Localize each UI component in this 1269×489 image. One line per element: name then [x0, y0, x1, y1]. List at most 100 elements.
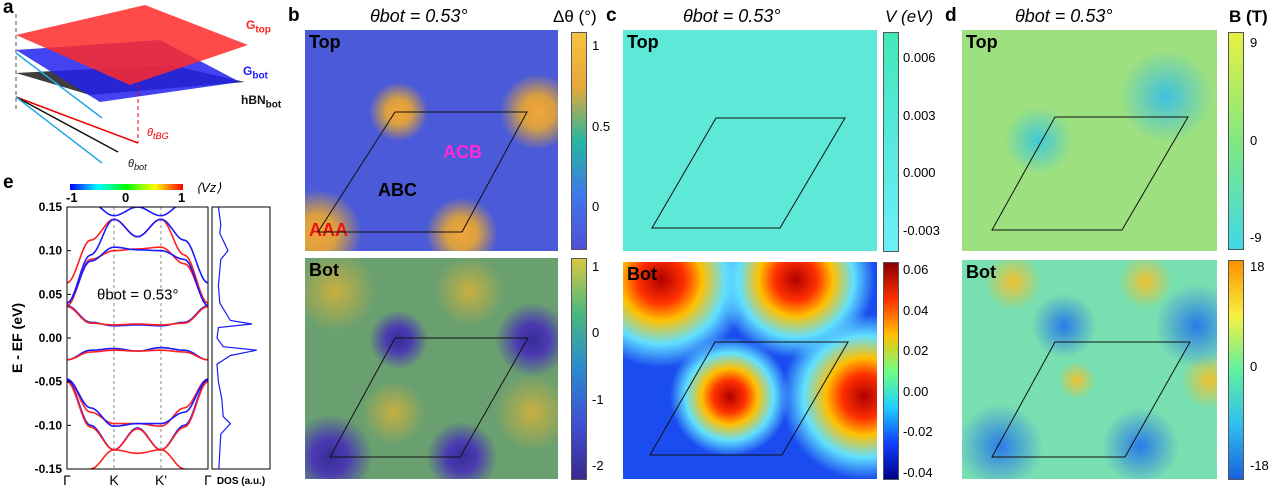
- colorbar-tick: 0.006: [903, 50, 936, 65]
- map-label: Bot: [966, 262, 996, 282]
- panel-c-title: θbot = 0.53°: [683, 6, 781, 26]
- map-label: Top: [966, 32, 998, 52]
- dos-line: [216, 206, 257, 470]
- g-top-label: Gtop: [246, 18, 271, 36]
- colorbar-tick: 0.04: [903, 302, 929, 318]
- panel-e-label: e: [3, 172, 14, 193]
- y-tick-label: 0.05: [39, 287, 63, 301]
- moire-unit-cell: [991, 116, 1189, 231]
- dos-frame: [211, 206, 271, 470]
- band-line: [67, 218, 208, 304]
- layer-schematic: [15, 5, 248, 164]
- colorbar-tick: -9: [1250, 230, 1262, 245]
- colorbar-tick: 0.003: [903, 107, 936, 123]
- band-line: [67, 380, 208, 451]
- colorbar-tick: -0.04: [903, 465, 933, 480]
- colorbar-b-top: [571, 32, 587, 250]
- map-b-bot: Bot: [305, 258, 558, 479]
- gtop-layer: [16, 5, 248, 85]
- dos-axis-label: DOS (a.u.): [217, 476, 265, 487]
- colorbar-tick: 1: [592, 259, 600, 274]
- y-tick-label: -0.15: [35, 462, 63, 476]
- colorbar-tick: 0.02: [903, 343, 929, 359]
- colorbar-tick: 0: [592, 199, 600, 214]
- vz-tick: -1: [66, 190, 78, 205]
- panel-d-title: θbot = 0.53°: [1015, 6, 1113, 26]
- vz-label: ⟨Vz⟩: [196, 180, 222, 195]
- gtop-vector: [15, 96, 139, 144]
- colorbar-tick: 0: [1250, 358, 1258, 374]
- map-label: Bot: [309, 260, 339, 280]
- colorbar-b-bot: [571, 258, 587, 480]
- x-tick-label: K': [155, 472, 167, 488]
- map-c-bot: Bot: [623, 262, 877, 479]
- panel-d-unit: B (T): [1229, 7, 1268, 26]
- band-line: [67, 246, 208, 307]
- band-line: [67, 349, 208, 361]
- colorbar-tick: 9: [1250, 35, 1258, 50]
- y-tick-label: 0.10: [39, 244, 63, 258]
- colorbar-tick: 0: [592, 325, 600, 341]
- panel-b-label: b: [288, 5, 300, 26]
- map-b-top: Top ACB ABC AAA: [305, 30, 558, 251]
- colorbar-tick: -18: [1250, 458, 1269, 473]
- band-line: [67, 378, 208, 428]
- gbot-vector2: [15, 52, 103, 119]
- moire-unit-cell: [329, 337, 529, 458]
- panel-b-title: θbot = 0.53°: [370, 6, 468, 26]
- colorbar-tick: -2: [592, 458, 604, 473]
- map-label: Bot: [627, 264, 657, 284]
- hbn-vector: [15, 96, 119, 153]
- y-tick-label: 0.15: [39, 200, 63, 214]
- moire-unit-cell: [991, 341, 1191, 458]
- vz-tick: 0: [122, 190, 130, 205]
- band-line: [67, 304, 208, 327]
- map-c-top: Top: [623, 30, 877, 251]
- gbot-vector: [15, 96, 103, 164]
- band-line: [85, 448, 190, 469]
- aaa-label: AAA: [309, 220, 348, 240]
- map-label: Top: [309, 32, 341, 52]
- colorbar-tick: 0.00: [903, 383, 929, 399]
- panel-c-label: c: [606, 5, 617, 26]
- colorbar-tick: 0.5: [592, 118, 611, 134]
- band-line: [67, 246, 208, 307]
- theta-tbg-label: θtBG: [147, 127, 169, 142]
- y-axis-label: E - EF (eV): [9, 303, 25, 373]
- colorbar-tick: 1: [592, 38, 600, 53]
- vz-colorbar: [70, 184, 183, 190]
- colorbar-tick: 18: [1250, 259, 1265, 274]
- colorbar-tick: 0: [1250, 132, 1258, 148]
- panel-b-unit: Δθ (°): [553, 7, 597, 26]
- colorbar-c-top: [883, 32, 899, 252]
- g-bot-label: Gbot: [243, 64, 268, 82]
- x-tick-label: Γ: [63, 472, 71, 488]
- moire-unit-cell: [651, 117, 846, 229]
- y-tick-label: 0.00: [39, 331, 63, 345]
- theta-annotation: θbot = 0.53°: [97, 286, 178, 303]
- moire-unit-cell: [317, 111, 528, 233]
- moire-unit-cell: [649, 341, 849, 456]
- y-tick-label: -0.05: [35, 375, 63, 389]
- colorbar-d-bot: [1228, 260, 1244, 480]
- acb-label: ACB: [443, 142, 482, 162]
- abc-label: ABC: [378, 180, 417, 200]
- colorbar-tick: 0.000: [903, 165, 936, 181]
- map-label: Top: [627, 32, 659, 52]
- panel-d-label: d: [945, 5, 957, 26]
- vz-tick: 1: [178, 190, 186, 205]
- band-line: [67, 305, 208, 326]
- colorbar-tick: -0.02: [903, 424, 933, 440]
- panel-c-unit: V (eV): [885, 7, 934, 26]
- theta-bot-label: θbot: [128, 158, 147, 173]
- colorbar-c-bot: [883, 262, 899, 480]
- x-tick-label: Γ: [204, 472, 212, 488]
- colorbar-tick: -1: [592, 391, 604, 407]
- band-structure-chart: 0.150.100.050.00-0.05-0.10-0.15Γ K K' ΓE - …: [9, 200, 271, 488]
- colorbar-tick: -0.003: [903, 223, 940, 238]
- hbn-bot-label: hBNbot: [241, 93, 282, 111]
- y-tick-label: -0.10: [35, 418, 63, 432]
- map-d-top: Top: [962, 30, 1217, 251]
